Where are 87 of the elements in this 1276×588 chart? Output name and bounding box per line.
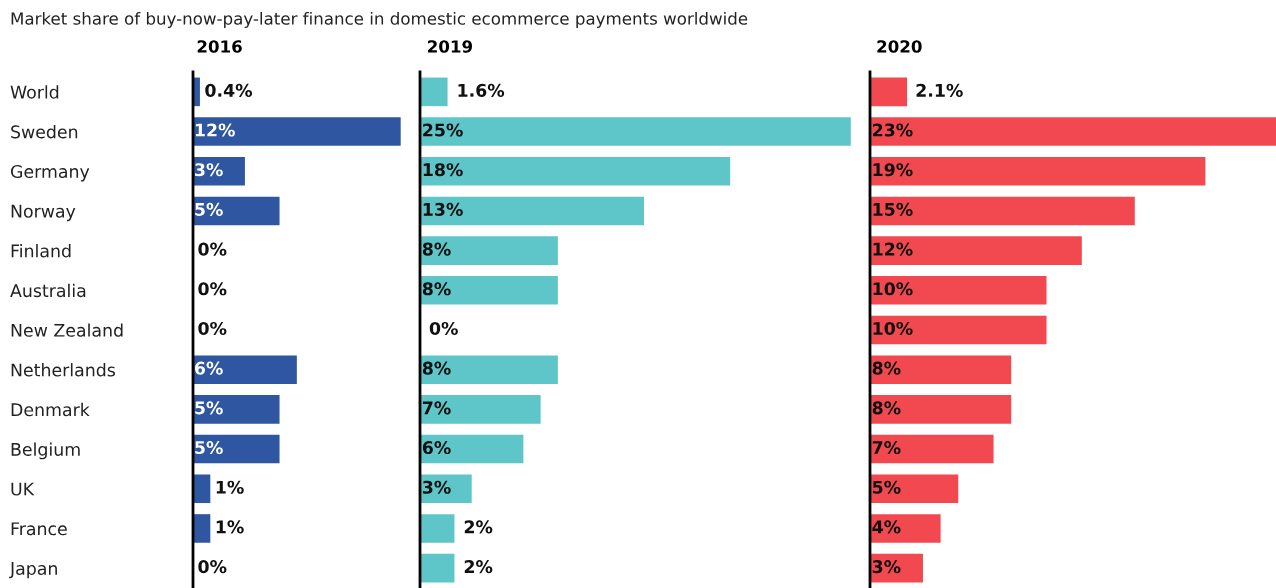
bar (870, 474, 959, 504)
y-tick-label: Denmark (11, 402, 90, 417)
data-label: 4% (872, 520, 901, 534)
y-tick-label: Netherlands (11, 363, 115, 377)
data-label: 25% (423, 123, 463, 137)
bar (420, 77, 448, 107)
data-label: 2.1% (916, 83, 963, 97)
bar (870, 315, 1047, 345)
data-label: 8% (422, 361, 451, 375)
data-label: 3% (195, 163, 223, 177)
data-label: 8% (872, 361, 901, 375)
bar (420, 434, 524, 464)
y-tick-label: Germany (10, 164, 90, 182)
y-tick-label: Finland (11, 244, 71, 258)
data-label: 0% (198, 560, 227, 574)
data-label: 0% (429, 321, 458, 336)
bar (420, 236, 558, 265)
data-label: 0% (198, 321, 227, 336)
data-label: 8% (872, 401, 901, 415)
bar (420, 276, 558, 305)
data-label: 10% (873, 321, 913, 336)
data-label: 23% (873, 123, 913, 137)
data-label: 10% (873, 282, 913, 296)
bar (870, 514, 941, 543)
data-label: 18% (423, 163, 463, 177)
bar (193, 395, 280, 424)
data-label: 3% (872, 560, 901, 574)
y-tick-label: Belgium (11, 442, 80, 460)
y-tick-label: Norway (11, 204, 76, 222)
bar (870, 196, 1135, 226)
data-label: 0.4% (205, 83, 253, 97)
y-tick-label: Sweden (11, 124, 78, 139)
bar (420, 395, 541, 424)
data-label: 2% (464, 560, 493, 574)
bar (870, 156, 1206, 186)
data-label: 12% (873, 242, 913, 256)
bar (193, 514, 211, 543)
data-label: 12% (195, 123, 235, 137)
bar (870, 355, 1012, 384)
y-tick-label: France (11, 522, 67, 536)
data-label: 5% (195, 202, 223, 216)
bar (870, 434, 994, 464)
text: Market share of buy-now-pay-later finance in domestic ecommerce payments worldwide (11, 11, 748, 29)
bar (420, 553, 455, 583)
bar (193, 196, 280, 226)
data-label: 8% (422, 242, 451, 256)
bar (870, 276, 1047, 305)
data-label: 13% (423, 202, 463, 216)
data-label: 5% (195, 440, 223, 455)
bar (420, 117, 851, 146)
bar (193, 355, 297, 384)
data-label: 7% (422, 401, 451, 415)
data-label: 8% (422, 282, 451, 296)
data-label: 7% (872, 440, 901, 455)
data-label: 1% (216, 480, 244, 494)
data-label: 15% (873, 202, 913, 216)
y-tick-label: Japan (9, 562, 57, 579)
data-label: 3% (422, 480, 451, 494)
bar (193, 434, 280, 464)
data-label: 0% (198, 242, 227, 256)
y-tick-label: World (10, 85, 59, 99)
y-tick-label: New Zealand (11, 323, 123, 337)
y-tick-label: Australia (10, 283, 86, 298)
chart-title: 2016 (197, 40, 242, 53)
bar (420, 156, 731, 186)
bar (420, 474, 472, 504)
data-label: 19% (873, 163, 913, 177)
bar (420, 514, 455, 543)
data-label: 6% (194, 361, 223, 375)
data-label: 0% (198, 282, 227, 296)
bar (420, 355, 558, 384)
chart-title: 2020 (877, 40, 922, 53)
data-label: 6% (422, 440, 451, 455)
bar (870, 117, 1276, 146)
bar (193, 474, 211, 504)
bar (420, 196, 644, 226)
bar (870, 395, 1012, 424)
bar (193, 117, 401, 146)
y-tick-label: UK (11, 482, 35, 496)
data-label: 2% (464, 520, 493, 534)
data-label: 1% (216, 520, 244, 534)
bar (870, 77, 908, 107)
chart-title: 2019 (428, 40, 473, 53)
data-label: 5% (195, 401, 223, 415)
data-label: 5% (872, 480, 901, 494)
data-label: 1.6% (458, 83, 505, 97)
bar (870, 236, 1082, 265)
